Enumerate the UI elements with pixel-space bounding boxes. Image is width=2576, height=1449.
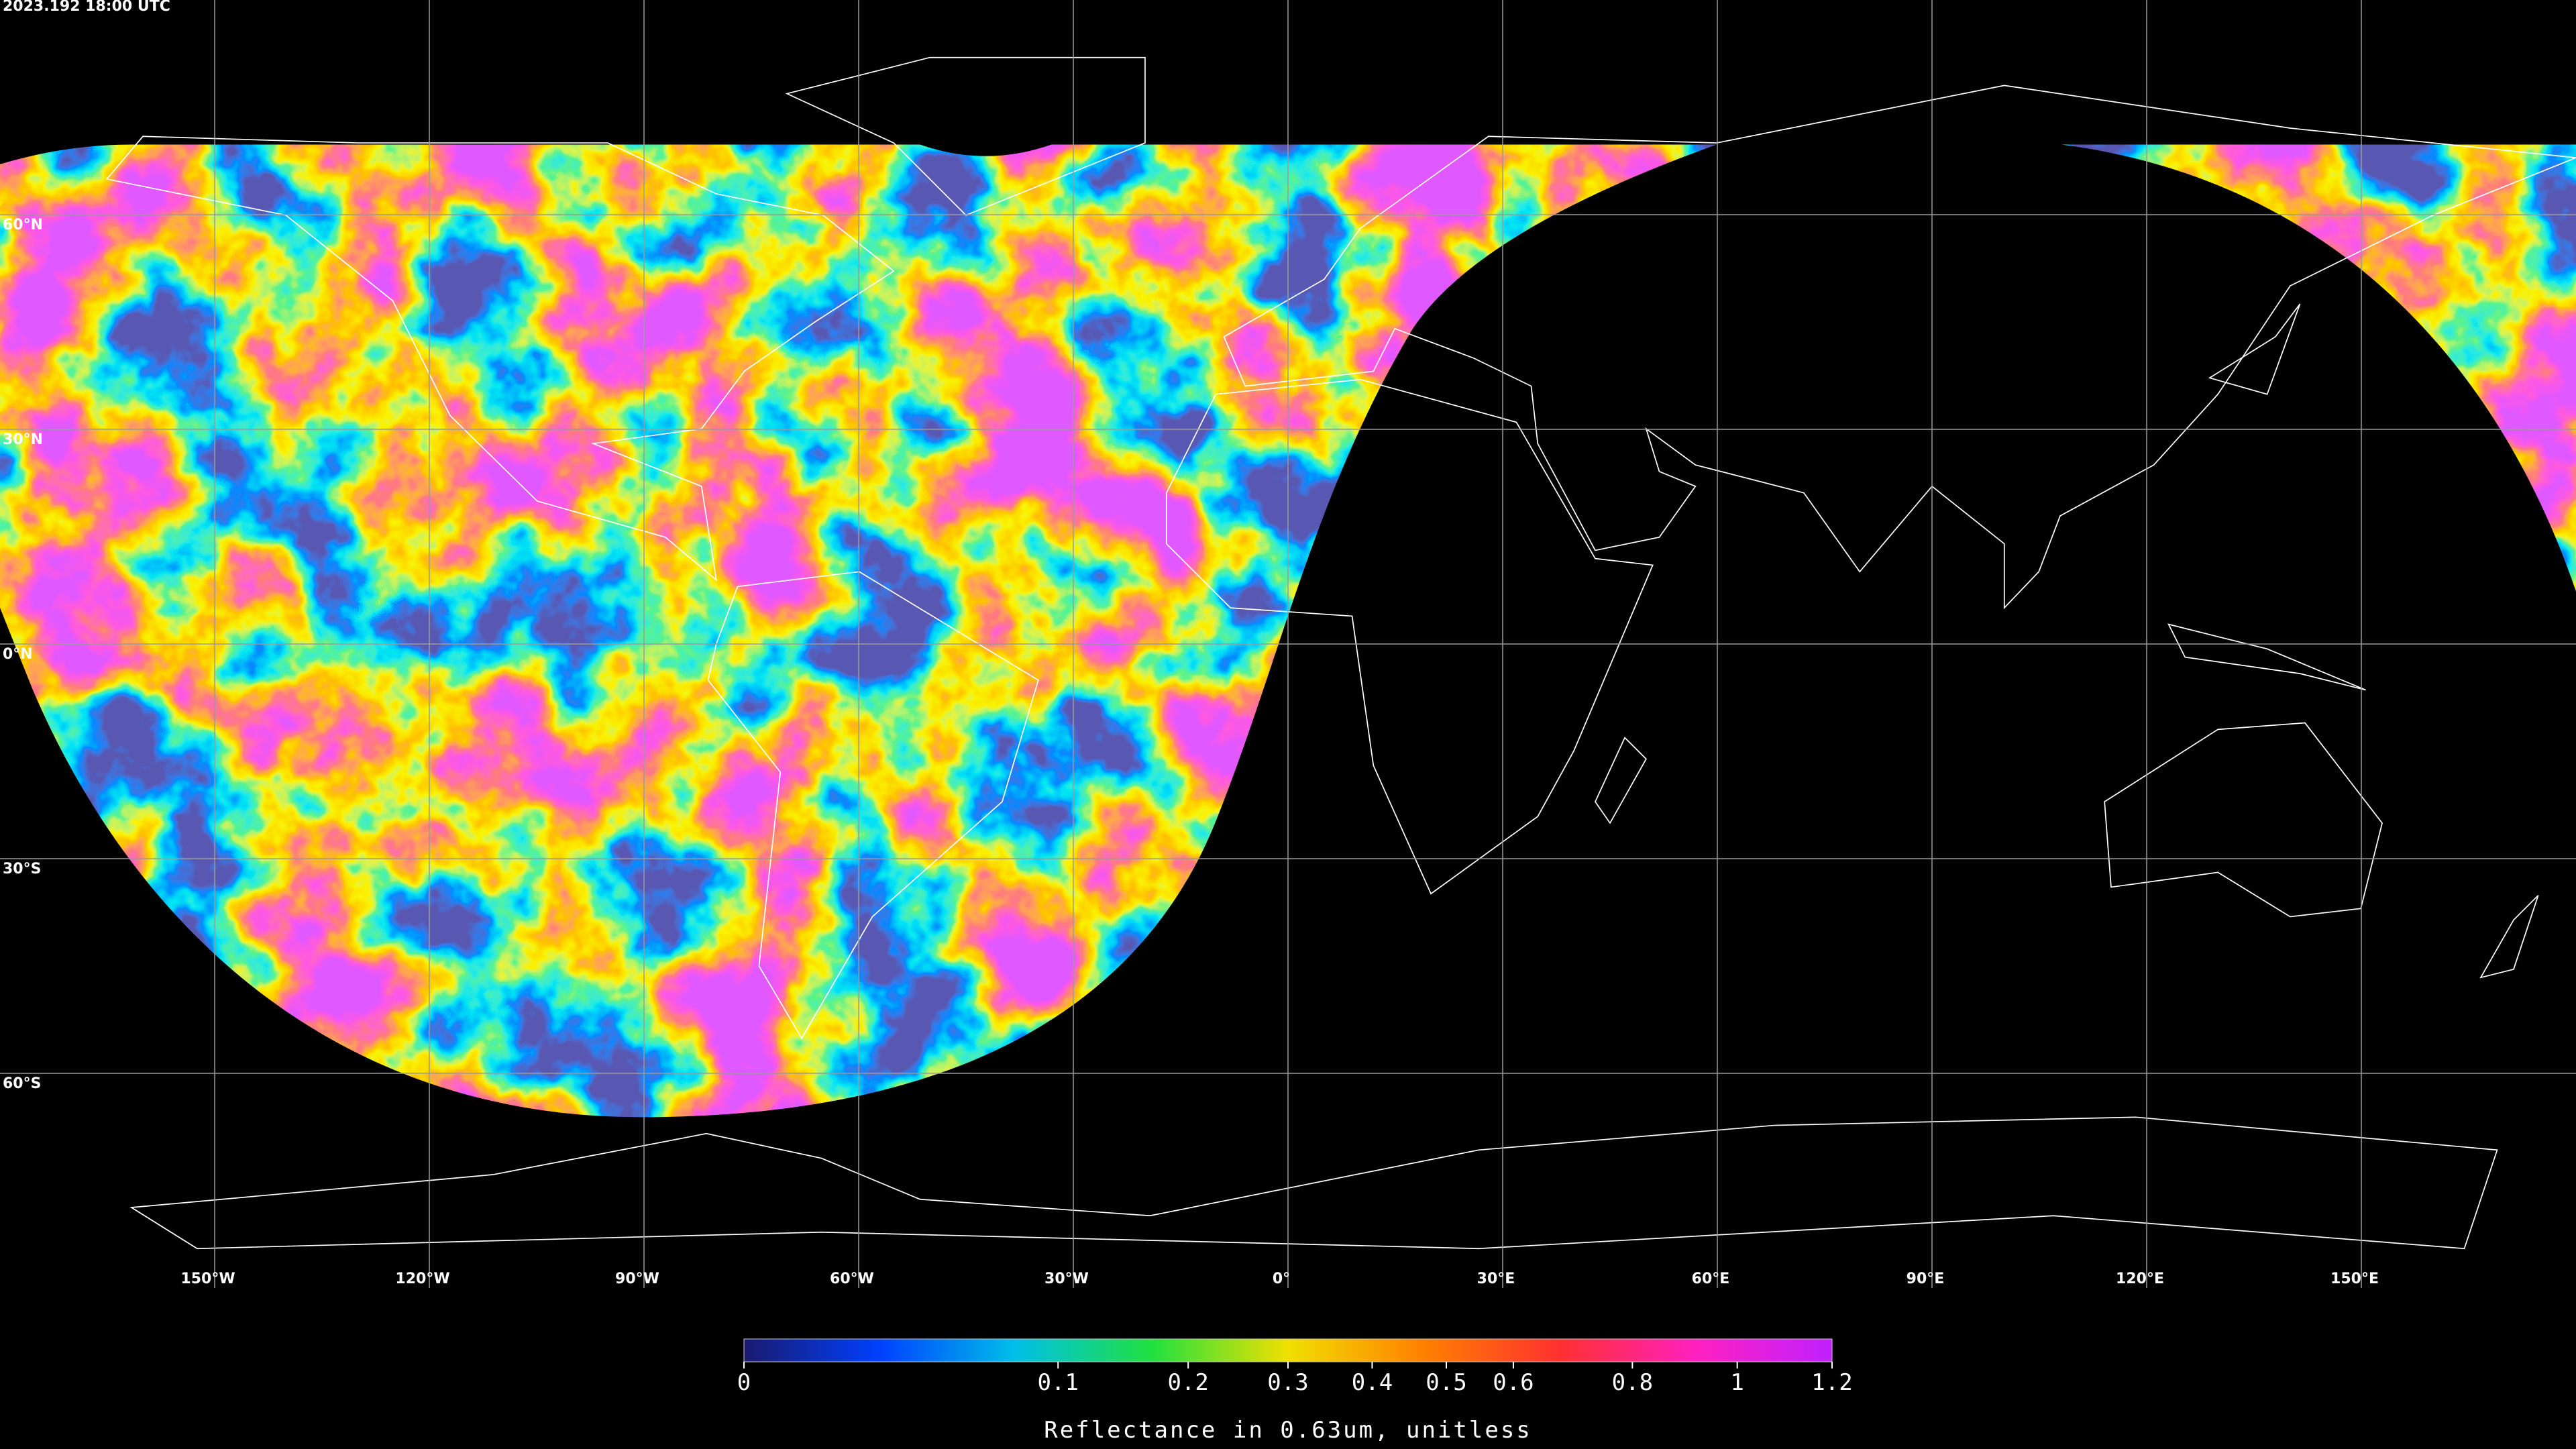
coastline bbox=[785, 56, 1146, 216]
colorbar-tick-label: 0.1 bbox=[1038, 1369, 1079, 1396]
lat-label: 60°N bbox=[3, 217, 43, 233]
colorbar-tick-label: 0.3 bbox=[1267, 1369, 1308, 1396]
lon-label: 120°W bbox=[395, 1271, 449, 1287]
coastline bbox=[129, 1116, 2498, 1250]
lat-label: 0°N bbox=[3, 646, 33, 663]
colorbar-tick-label: 0.8 bbox=[1612, 1369, 1653, 1396]
colorbar-label: Reflectance in 0.63um, unitless bbox=[1044, 1417, 1532, 1444]
colorbar-tick-label: 0 bbox=[737, 1369, 751, 1396]
lat-label: 30°N bbox=[3, 431, 43, 448]
lon-label: 150°W bbox=[180, 1271, 235, 1287]
lon-label: 0° bbox=[1273, 1271, 1290, 1287]
lon-label: 60°W bbox=[830, 1271, 874, 1287]
coastline bbox=[105, 136, 895, 582]
lon-label: 30°W bbox=[1044, 1271, 1089, 1287]
timestamp: 2023.192 18:00 UTC bbox=[3, 0, 170, 15]
coastline bbox=[2167, 303, 2539, 979]
lat-label: 30°S bbox=[3, 861, 41, 877]
lon-label: 120°E bbox=[2116, 1271, 2164, 1287]
coastline bbox=[1165, 378, 1654, 895]
lon-label: 30°E bbox=[1477, 1271, 1515, 1287]
lon-label: 60°E bbox=[1692, 1271, 1730, 1287]
colorbar-tick-label: 1.2 bbox=[1811, 1369, 1852, 1396]
colorbar-tick-label: 0.5 bbox=[1426, 1369, 1466, 1396]
coastline bbox=[1223, 85, 2576, 610]
lon-label: 150°E bbox=[2330, 1271, 2379, 1287]
coastlines bbox=[105, 56, 2576, 1250]
satellite-swath bbox=[2061, 144, 2576, 592]
colorbar-tick-label: 0.4 bbox=[1352, 1369, 1393, 1396]
colorbar-tick-label: 0.2 bbox=[1167, 1369, 1208, 1396]
colorbar-ramp bbox=[743, 1338, 1833, 1362]
colorbar-tick-label: 0.6 bbox=[1493, 1369, 1534, 1396]
coastline bbox=[1594, 737, 1647, 824]
graticule: 150°W 120°W 90°W 60°W 30°W 0° 30°E 60°E 90°E 120°… bbox=[0, 0, 2576, 1288]
lon-label: 90°E bbox=[1907, 1271, 1945, 1287]
colorbar-tick-label: 1 bbox=[1730, 1369, 1743, 1396]
coastline bbox=[707, 571, 1039, 1040]
colorbar: Reflectance in 0.63um, unitless 0 0.1 0.2 0… bbox=[737, 1338, 1853, 1444]
lon-label: 90°W bbox=[615, 1271, 659, 1287]
lat-label: 60°S bbox=[3, 1075, 41, 1092]
